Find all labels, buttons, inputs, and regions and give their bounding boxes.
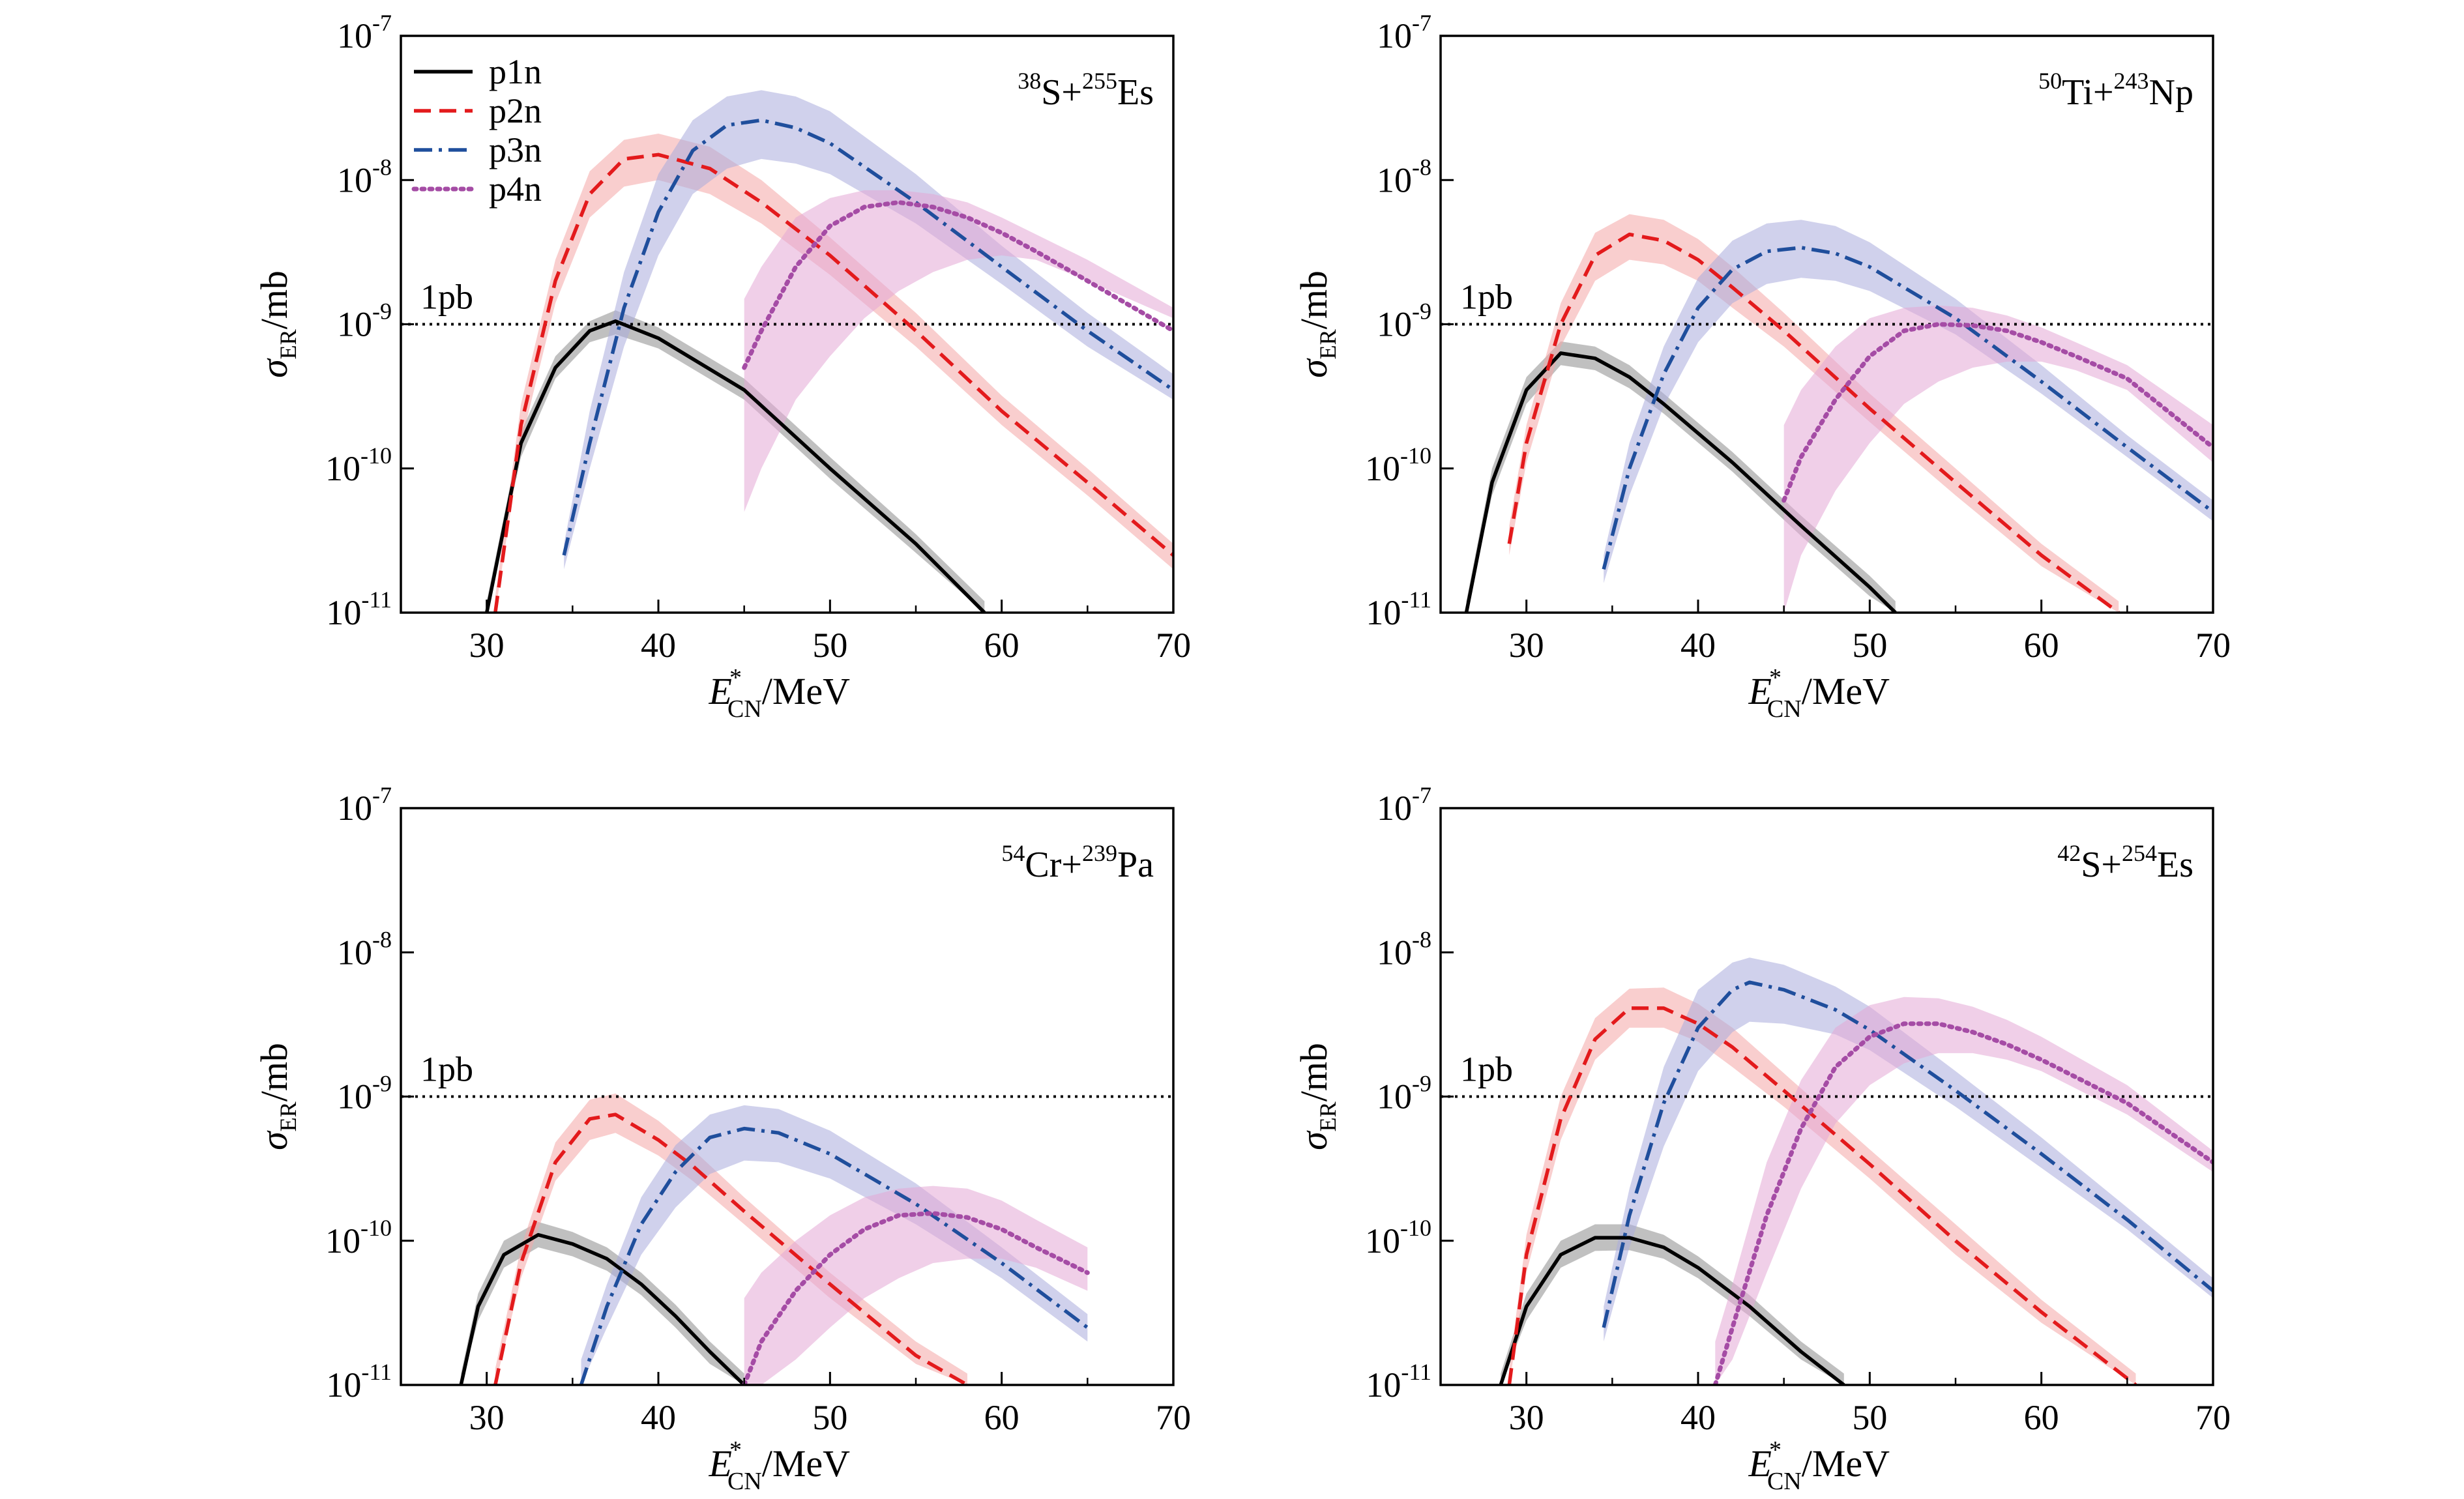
series-line-p1n — [1464, 351, 1897, 613]
x-tick-label: 60 — [984, 626, 1019, 665]
y-tick-label: 10-9 — [337, 1071, 392, 1116]
x-tick-label: 40 — [1680, 626, 1716, 665]
legend-label-p4n: p4n — [489, 169, 542, 209]
plot-area — [401, 1093, 1173, 1385]
chart-panel-1: 30 40 50 60 70 10-11 10-10 10-9 10-8 10-7 σER/mb E*… — [253, 10, 1191, 723]
series-line-p4n — [742, 200, 1173, 370]
legend-label-p3n: p3n — [489, 130, 542, 169]
series-line-p1n — [485, 319, 986, 613]
y-tick-label: 10-10 — [1365, 1215, 1431, 1260]
panel-title: 38S+255Es — [1018, 68, 1154, 113]
series-line-p4n — [1782, 322, 2213, 503]
series-line-p3n — [1602, 980, 2213, 1328]
panel-title: 50Ti+243Np — [2038, 68, 2193, 113]
uncertainty-band-p2n — [1509, 214, 2119, 613]
y-tick-label: 10-7 — [337, 782, 392, 828]
x-tick-label: 60 — [2024, 626, 2059, 665]
x-tick-label: 40 — [641, 626, 676, 665]
x-tick-label: 30 — [469, 1398, 505, 1437]
uncertainty-band-p1n — [461, 1221, 744, 1385]
y-tick-label: 10-11 — [326, 1359, 392, 1404]
legend-label-p2n: p2n — [489, 91, 542, 130]
y-axis-label: σER/mb — [1293, 1043, 1341, 1150]
y-tick-label: 10-8 — [337, 154, 392, 199]
series-line-p2n — [493, 153, 1173, 613]
x-tick-label: 70 — [1156, 1398, 1191, 1437]
chart-panel-3: 30 40 50 60 70 10-11 10-10 10-9 10-8 10-7 σER/mb E*… — [253, 782, 1191, 1495]
x-tick-label: 50 — [812, 1398, 847, 1437]
series-line-p3n — [562, 118, 1173, 556]
reference-line-label: 1pb — [1460, 1050, 1513, 1089]
uncertainty-band-p3n — [581, 1105, 1088, 1385]
uncertainty-band-p4n — [1715, 997, 2213, 1385]
panel-title: 42S+254Es — [2057, 840, 2193, 885]
series-line-p4n — [742, 1211, 1090, 1385]
x-tick-label: 70 — [2195, 1398, 2231, 1437]
y-tick-label: 10-11 — [1366, 587, 1431, 632]
series-line-p3n — [1602, 246, 2213, 570]
y-tick-label: 10-8 — [1377, 926, 1431, 972]
x-tick-label: 40 — [1680, 1398, 1716, 1437]
reference-line-label: 1pb — [420, 278, 473, 317]
y-tick-label: 10-7 — [337, 10, 392, 55]
y-tick-label: 10-7 — [1377, 10, 1431, 55]
x-tick-label: 50 — [1852, 1398, 1887, 1437]
series-line-p1n — [1499, 1236, 1845, 1385]
chart-panel-4: 30 40 50 60 70 10-11 10-10 10-9 10-8 10-7 σER/mb E*… — [1293, 782, 2231, 1495]
uncertainty-band-p3n — [564, 90, 1173, 570]
x-tick-label: 60 — [984, 1398, 1019, 1437]
series-line-p2n — [493, 1113, 969, 1385]
reference-line-label: 1pb — [420, 1050, 473, 1089]
series-line-p3n — [579, 1126, 1089, 1385]
x-axis-label: E* CN/MeV — [709, 664, 851, 723]
x-tick-label: 60 — [2024, 1398, 2059, 1437]
x-tick-label: 30 — [1509, 626, 1544, 665]
y-tick-label: 10-9 — [337, 298, 392, 344]
y-tick-label: 10-11 — [326, 587, 392, 632]
x-tick-label: 30 — [469, 626, 505, 665]
series-line-p2n — [1507, 232, 2120, 613]
y-tick-label: 10-10 — [325, 443, 392, 488]
x-tick-label: 50 — [812, 626, 847, 665]
series-line-p1n — [459, 1232, 746, 1385]
y-tick-label: 10-7 — [1377, 782, 1431, 828]
x-tick-label: 40 — [641, 1398, 676, 1437]
uncertainty-band-p2n — [495, 1093, 967, 1385]
y-tick-label: 10-8 — [1377, 154, 1431, 199]
y-tick-label: 10-8 — [337, 926, 392, 972]
x-tick-label: 30 — [1509, 1398, 1544, 1437]
plot-area — [1441, 214, 2213, 613]
y-axis-label: σER/mb — [253, 1043, 301, 1150]
y-tick-label: 10-9 — [1377, 1071, 1431, 1116]
y-axis-label: σER/mb — [253, 270, 301, 378]
series-line-p4n — [1712, 1021, 2213, 1385]
plot-area — [401, 90, 1173, 613]
reference-line-label: 1pb — [1460, 278, 1513, 317]
x-axis-label: E* CN/MeV — [1748, 1436, 1890, 1495]
y-tick-label: 10-10 — [325, 1215, 392, 1260]
y-tick-label: 10-10 — [1365, 443, 1431, 488]
chart-panel-2: 30 40 50 60 70 10-11 10-10 10-9 10-8 10-7 σER/mb E*… — [1293, 10, 2231, 723]
x-tick-label: 70 — [1156, 626, 1191, 665]
uncertainty-band-p4n — [1783, 305, 2213, 613]
y-tick-label: 10-11 — [1366, 1359, 1431, 1404]
uncertainty-band-p1n — [486, 310, 985, 613]
uncertainty-band-p1n — [1501, 1224, 1844, 1385]
x-axis-label: E* CN/MeV — [1748, 664, 1890, 723]
panel-title: 54Cr+239Pa — [1001, 840, 1154, 885]
legend-label-p1n: p1n — [489, 52, 542, 91]
y-axis-label: σER/mb — [1293, 270, 1341, 378]
x-tick-label: 50 — [1852, 626, 1887, 665]
y-tick-label: 10-9 — [1377, 298, 1431, 344]
x-tick-label: 70 — [2195, 626, 2231, 665]
uncertainty-band-p3n — [1604, 220, 2213, 583]
plot-area — [1441, 957, 2213, 1385]
series-line-p2n — [1507, 1006, 2137, 1385]
x-axis-label: E* CN/MeV — [709, 1436, 851, 1495]
uncertainty-band-p4n — [744, 1186, 1088, 1385]
